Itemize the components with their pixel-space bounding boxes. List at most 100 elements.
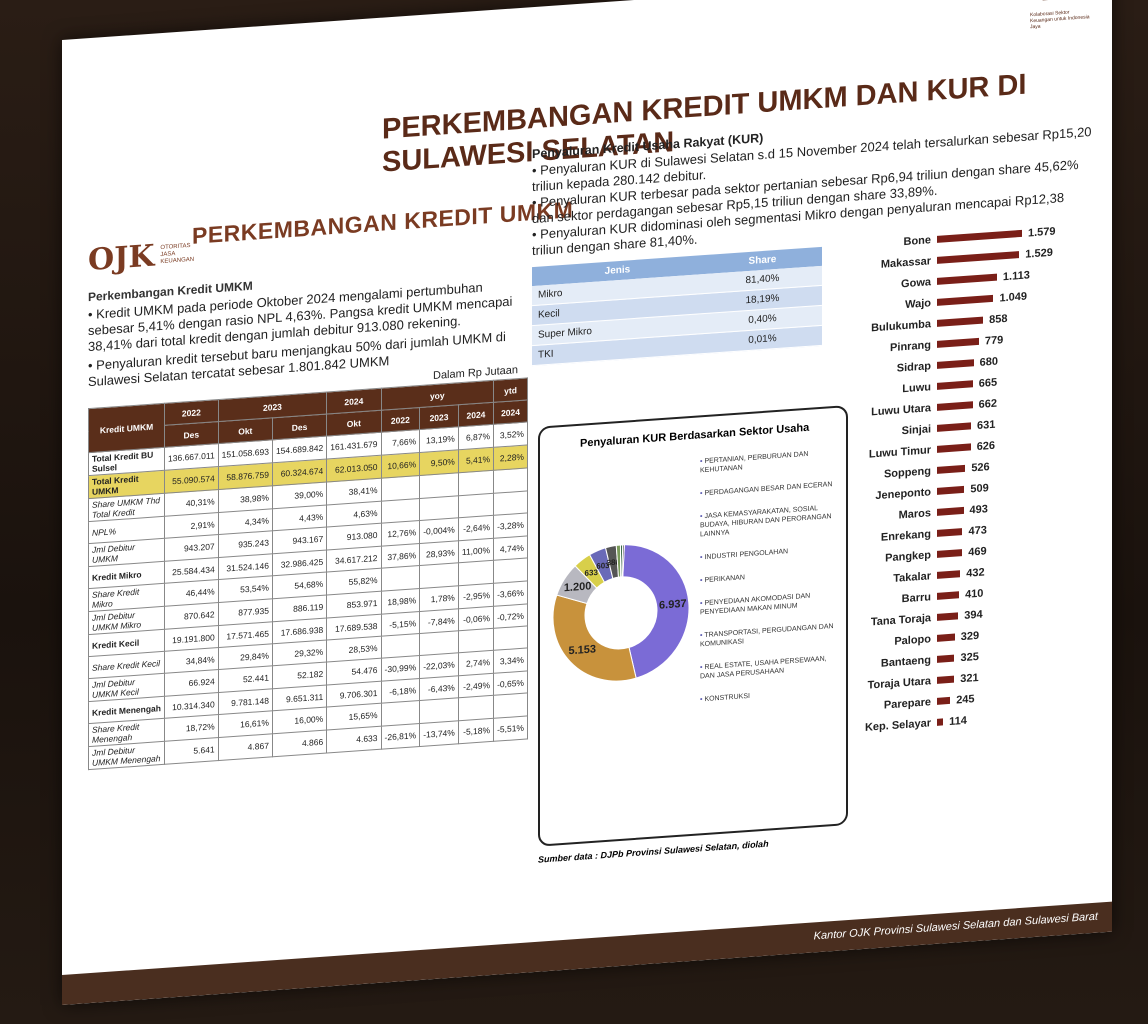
legend-item: TRANSPORTASI, PERGUDANGAN DAN KOMUNIKASI	[700, 622, 840, 650]
bar-category-label: Kep. Selayar	[864, 716, 931, 734]
bar	[937, 337, 979, 348]
bar-category-label: Luwu	[902, 380, 931, 395]
table-cell: -0,004%	[419, 517, 459, 544]
table-cell: 2,28%	[493, 444, 528, 471]
bar-category-label: Maros	[898, 506, 931, 521]
table-cell	[493, 467, 528, 494]
legend-item: REAL ESTATE, USAHA PERSEWAAN, DAN JASA P…	[700, 654, 840, 682]
share-table: Jenis Share Mikro 81,40% Kecil 18,19% Supe…	[532, 246, 822, 366]
bar-value-label: 493	[969, 502, 988, 517]
bar-value-label: 858	[989, 312, 1008, 326]
table-cell: -0,72%	[493, 603, 528, 629]
bar	[937, 401, 973, 411]
donut-slice	[552, 594, 637, 682]
donut-slice	[622, 544, 690, 679]
left-panel: Perkembangan Kredit UMKM • Kredit UMKM p…	[88, 260, 528, 770]
bar-category-label: Jeneponto	[875, 485, 931, 502]
bar	[937, 316, 984, 327]
legend-item: INDUSTRI PENGOLAHAN	[700, 544, 840, 563]
table-cell	[381, 498, 420, 524]
bar	[937, 422, 971, 432]
table-cell: -2,95%	[458, 583, 494, 609]
donut-slice-label: 5.153	[569, 643, 596, 657]
ojk-logo-mark: OJK	[88, 238, 155, 279]
table-cell	[419, 697, 459, 724]
table-cell	[493, 625, 528, 651]
table-cell: 12,76%	[381, 520, 420, 547]
anniversary-badge: 15	[1041, 0, 1072, 8]
table-cell: 6,87%	[458, 424, 494, 450]
bar	[937, 229, 1022, 243]
bar-value-label: 626	[976, 439, 996, 453]
bar	[937, 591, 960, 600]
table-cell	[419, 495, 459, 521]
bar-category-label: Sidrap	[896, 359, 931, 375]
table-cell: 9,50%	[419, 449, 459, 476]
bar-category-label: Bulukumba	[871, 317, 931, 334]
bar	[937, 443, 971, 453]
bar	[937, 696, 951, 705]
bar	[937, 359, 974, 369]
bar-value-label: 473	[968, 523, 987, 538]
bar	[937, 654, 955, 663]
bar-value-label: 1.529	[1025, 246, 1053, 261]
bar-category-label: Palopo	[894, 632, 931, 648]
bar-value-label: 526	[971, 460, 990, 474]
table-cell: -3,66%	[493, 580, 528, 607]
table-cell: 5.641	[164, 737, 219, 765]
bar-value-label: 665	[978, 376, 998, 390]
bar-category-label: Toraja Utara	[867, 674, 931, 692]
table-cell: 13,19%	[419, 426, 459, 453]
bar	[937, 633, 955, 642]
col-yoy-2023: 2023	[419, 404, 459, 430]
kabupaten-bar-chart: Bone 1.579 Makassar 1.529 Gowa 1.113 Wajo 1.049…	[852, 217, 1102, 738]
legend-item: PERDAGANGAN BESAR DAN ECERAN	[700, 480, 840, 499]
projection-screen: PERKEMBANGAN KREDIT UMKM DAN KUR DI SULA…	[62, 0, 1112, 1005]
bar-value-label: 680	[979, 355, 998, 369]
col-kredit-umkm: Kredit UMKM	[88, 403, 165, 453]
bar-value-label: 1.579	[1028, 225, 1056, 239]
col-ytd-2024: 2024	[493, 399, 528, 425]
bar	[937, 612, 959, 621]
bar-category-label: Soppeng	[883, 464, 931, 481]
kredit-umkm-table: Kredit UMKM 2022 2023 2024 yoy ytd Des O…	[88, 377, 528, 770]
bar	[937, 464, 966, 474]
table-cell: -26,81%	[381, 723, 420, 750]
table-cell	[419, 472, 459, 499]
donut-legend: PERTANIAN, PERBURUAN DAN KEHUTANAN PERDA…	[700, 448, 840, 719]
table-cell: -0,06%	[458, 606, 494, 631]
legend-item: PENYEDIAAN AKOMODASI DAN PENYEDIAAN MAKA…	[700, 590, 840, 618]
anniversary-badge-subtitle: Kolaborasi Sektor Keuangan untuk Indones…	[1030, 9, 1090, 31]
table-cell: 4.867	[218, 733, 273, 761]
col-ytd: ytd	[493, 377, 528, 403]
bar-value-label: 1.113	[1002, 268, 1030, 283]
bar	[937, 718, 944, 726]
bar-category-label: Barru	[901, 590, 931, 605]
bar	[937, 273, 997, 285]
bar-category-label: Bantaeng	[880, 653, 931, 670]
table-cell: -6,43%	[419, 675, 459, 701]
legend-item: PERIKANAN	[700, 567, 840, 586]
donut-title: Penyaluran KUR Berdasarkan Sektor Usaha	[580, 421, 810, 450]
table-cell: -2,64%	[458, 515, 494, 541]
donut-slice-label: 386	[607, 558, 621, 568]
table-cell: 28,93%	[419, 540, 459, 566]
table-cell	[493, 557, 528, 584]
bar-value-label: 394	[964, 608, 983, 622]
bar	[937, 528, 963, 537]
bar-value-label: 245	[956, 692, 975, 706]
table-cell	[419, 562, 459, 589]
table-cell: -5,15%	[381, 611, 420, 637]
bar-value-label: 469	[968, 544, 987, 559]
table-cell: 4,74%	[493, 535, 528, 561]
bar-value-label: 509	[970, 481, 989, 495]
bar-category-label: Takalar	[893, 569, 931, 585]
legend-item: KONSTRUKSI	[700, 686, 840, 705]
ojk-logo: OJK OTORITAS JASA KEUANGAN	[88, 235, 200, 279]
bar	[937, 294, 994, 306]
table-cell	[381, 475, 420, 502]
donut-slice-label: 1.200	[564, 580, 591, 594]
bar	[937, 506, 964, 516]
bar	[937, 485, 965, 495]
